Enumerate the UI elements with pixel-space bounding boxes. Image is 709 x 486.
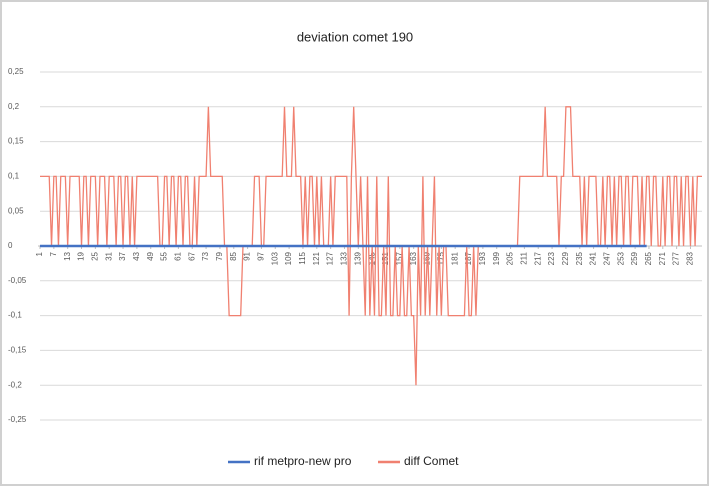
- y-tick-label: -0,25: [8, 415, 27, 424]
- x-tick-label: 163: [409, 251, 418, 265]
- legend-label: rif metpro-new pro: [254, 454, 352, 468]
- x-tick-label: 1: [35, 251, 44, 256]
- x-tick-label: 229: [561, 251, 570, 265]
- x-tick-label: 265: [644, 251, 653, 265]
- x-tick-label: 133: [340, 251, 349, 265]
- y-tick-label: 0,15: [8, 137, 24, 146]
- x-tick-label: 247: [603, 251, 612, 265]
- x-tick-label: 211: [519, 251, 528, 264]
- x-tick-label: 127: [326, 251, 335, 265]
- x-tick-label: 55: [160, 251, 169, 260]
- x-tick-label: 91: [243, 251, 252, 260]
- x-tick-label: 217: [533, 251, 542, 265]
- x-tick-label: 61: [174, 251, 183, 260]
- x-tick-label: 121: [312, 251, 321, 265]
- x-tick-label: 97: [257, 251, 266, 260]
- y-tick-label: -0,2: [8, 380, 22, 389]
- x-tick-label: 175: [436, 251, 445, 265]
- x-tick-label: 199: [492, 251, 501, 265]
- x-tick-label: 241: [589, 251, 598, 265]
- x-tick-label: 19: [77, 251, 86, 260]
- x-tick-label: 67: [187, 251, 196, 260]
- y-tick-label: 0,25: [8, 67, 24, 76]
- x-tick-label: 49: [146, 251, 155, 260]
- x-tick-label: 277: [672, 251, 681, 265]
- x-tick-label: 103: [270, 251, 279, 265]
- x-tick-label: 223: [547, 251, 556, 265]
- x-tick-label: 43: [132, 251, 141, 260]
- chart-title: deviation comet 190: [297, 29, 413, 44]
- y-tick-label: 0,05: [8, 206, 24, 215]
- y-tick-label: 0,1: [8, 172, 20, 181]
- x-tick-label: 139: [353, 251, 362, 265]
- x-tick-label: 151: [381, 251, 390, 265]
- x-tick-label: 157: [395, 251, 404, 265]
- x-tick-label: 283: [686, 251, 695, 265]
- x-tick-label: 271: [658, 251, 667, 265]
- series-line: [40, 106, 702, 386]
- legend-label: diff Comet: [404, 454, 459, 468]
- x-tick-label: 109: [284, 251, 293, 265]
- x-tick-label: 79: [215, 251, 224, 260]
- x-tick-label: 235: [575, 251, 584, 265]
- x-tick-label: 37: [118, 251, 127, 260]
- x-tick-label: 115: [298, 251, 307, 264]
- x-tick-label: 205: [506, 251, 515, 265]
- y-tick-label: 0: [8, 241, 13, 250]
- y-tick-label: -0,15: [8, 346, 27, 355]
- x-tick-label: 7: [49, 251, 58, 256]
- x-tick-label: 31: [104, 251, 113, 260]
- x-tick-label: 85: [229, 251, 238, 260]
- x-tick-label: 253: [616, 251, 625, 265]
- x-tick-label: 73: [201, 251, 210, 260]
- y-tick-label: 0,2: [8, 102, 20, 111]
- y-tick-label: -0,1: [8, 311, 22, 320]
- x-tick-label: 181: [450, 251, 459, 265]
- y-tick-label: -0,05: [8, 276, 27, 285]
- x-tick-label: 193: [478, 251, 487, 265]
- x-tick-label: 25: [90, 251, 99, 260]
- x-tick-label: 13: [63, 251, 72, 260]
- x-tick-label: 187: [464, 251, 473, 265]
- x-tick-label: 259: [630, 251, 639, 265]
